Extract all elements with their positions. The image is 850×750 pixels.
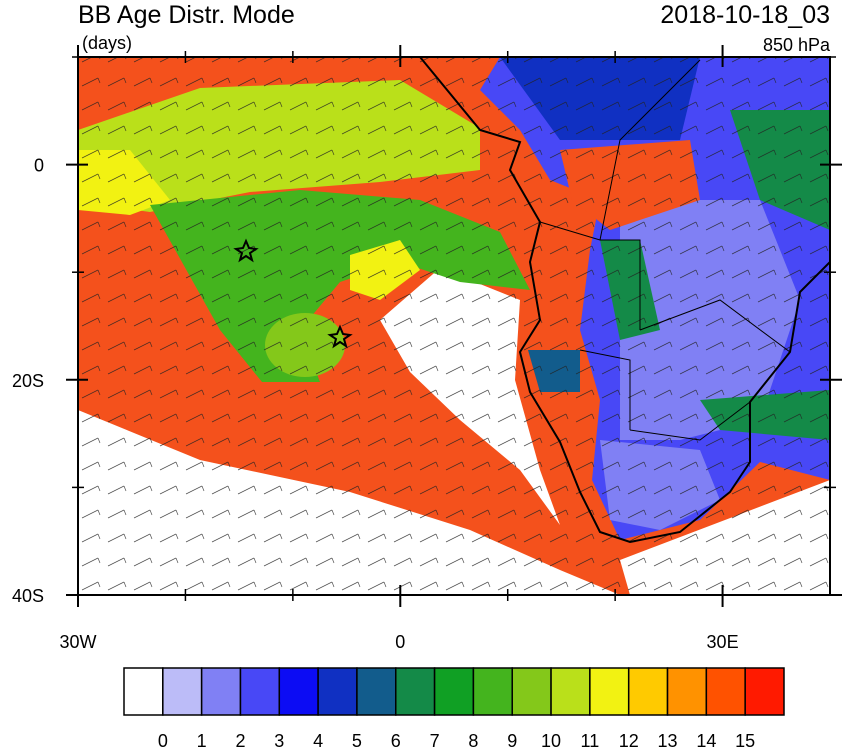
colorbar-box (589, 667, 630, 716)
colorbar-box (123, 667, 164, 716)
colorbar-box (395, 667, 436, 716)
colorbar-label: 1 (197, 731, 207, 750)
level-label: 850 hPa (763, 35, 831, 55)
colorbar-box (433, 667, 475, 716)
y-tick-label: 40S (12, 586, 44, 606)
colorbar-box (239, 667, 281, 716)
x-tick-label: 30E (707, 632, 739, 652)
colorbar-box (550, 667, 591, 716)
units-label: (days) (82, 33, 132, 53)
colorbar-box (317, 667, 358, 716)
colorbar: 0 1 2 3 4 5 6 7 8 9 10 11 12 13 14 15 (123, 667, 785, 750)
y-tick-label: 0 (34, 156, 44, 176)
date-label: 2018-10-18_03 (660, 1, 830, 29)
colorbar-box (278, 667, 319, 716)
colorbar-label: 7 (430, 731, 440, 750)
colorbar-label: 0 (158, 731, 168, 750)
colorbar-box (627, 667, 669, 716)
colorbar-label: 6 (391, 731, 401, 750)
colorbar-label: 9 (507, 731, 517, 750)
colorbar-box (356, 667, 397, 716)
colorbar-label: 13 (658, 731, 678, 750)
star-marker (327, 324, 353, 349)
x-tick-label: 0 (395, 632, 405, 652)
colorbar-label: 10 (541, 731, 561, 750)
star-marker (233, 238, 259, 263)
colorbar-label: 3 (274, 731, 284, 750)
colorbar-box (744, 667, 785, 716)
colorbar-box (511, 667, 552, 716)
colorbar-label: 4 (313, 731, 323, 750)
colorbar-label: 8 (468, 731, 478, 750)
map-frame (77, 56, 831, 596)
colorbar-label: 14 (696, 731, 716, 750)
colorbar-box (705, 667, 746, 716)
coastline (419, 57, 830, 544)
colorbar-box (666, 667, 708, 716)
wind-barbs (78, 57, 830, 595)
colorbar-label: 15 (735, 731, 755, 750)
title: BB Age Distr. Mode (78, 1, 295, 29)
colorbar-box (200, 667, 242, 716)
x-tick-label: 30W (59, 632, 96, 652)
y-tick-label: 20S (12, 371, 44, 391)
map-field (78, 57, 830, 595)
axes: 30W 0 30E 0 20S 40S (12, 45, 842, 652)
colorbar-label: 5 (352, 731, 362, 750)
colorbar-box (472, 667, 513, 716)
borders (539, 59, 791, 441)
colorbar-label: 11 (581, 731, 600, 750)
colorbar-box (162, 667, 203, 716)
colorbar-label: 12 (619, 731, 639, 750)
colorbar-label: 2 (235, 731, 245, 750)
